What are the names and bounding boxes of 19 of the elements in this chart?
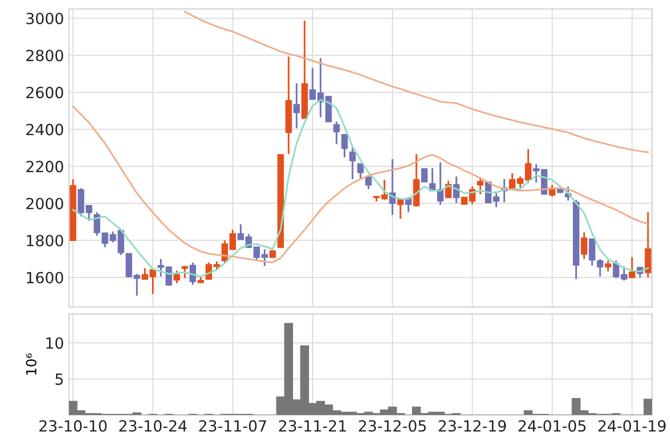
x-tick-label: 23-11-21 [279, 420, 346, 432]
x-tick-label: 23-11-07 [199, 420, 266, 432]
y-axis-title: 10⁶ [26, 353, 36, 375]
y-tick-label: 2400 [26, 124, 64, 136]
y-tick-label: 2000 [26, 198, 64, 210]
y-tick-label: 5 [56, 374, 63, 385]
x-tick-label: 23-10-10 [39, 420, 107, 432]
x-tick-label: 23-10-24 [119, 420, 187, 432]
y-tick-label: 2200 [26, 160, 64, 172]
y-tick-label: 10 [46, 337, 64, 349]
y-tick-label: 2800 [26, 50, 64, 62]
x-tick-label: 24-01-19 [598, 420, 666, 432]
y-tick-label: 3000 [26, 12, 64, 24]
x-tick-label: 24-01-05 [518, 420, 586, 432]
y-tick-label: 1600 [26, 272, 64, 284]
y-tick-label: 2600 [26, 86, 64, 98]
y-tick-label: 1800 [26, 234, 64, 246]
x-tick-label: 23-12-05 [358, 420, 426, 432]
x-tick-label: 23-12-19 [438, 420, 506, 432]
